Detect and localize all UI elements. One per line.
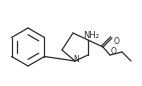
Text: O: O	[111, 47, 117, 57]
Text: NH₂: NH₂	[83, 31, 99, 40]
Text: N: N	[73, 55, 79, 63]
Text: O: O	[114, 37, 120, 46]
